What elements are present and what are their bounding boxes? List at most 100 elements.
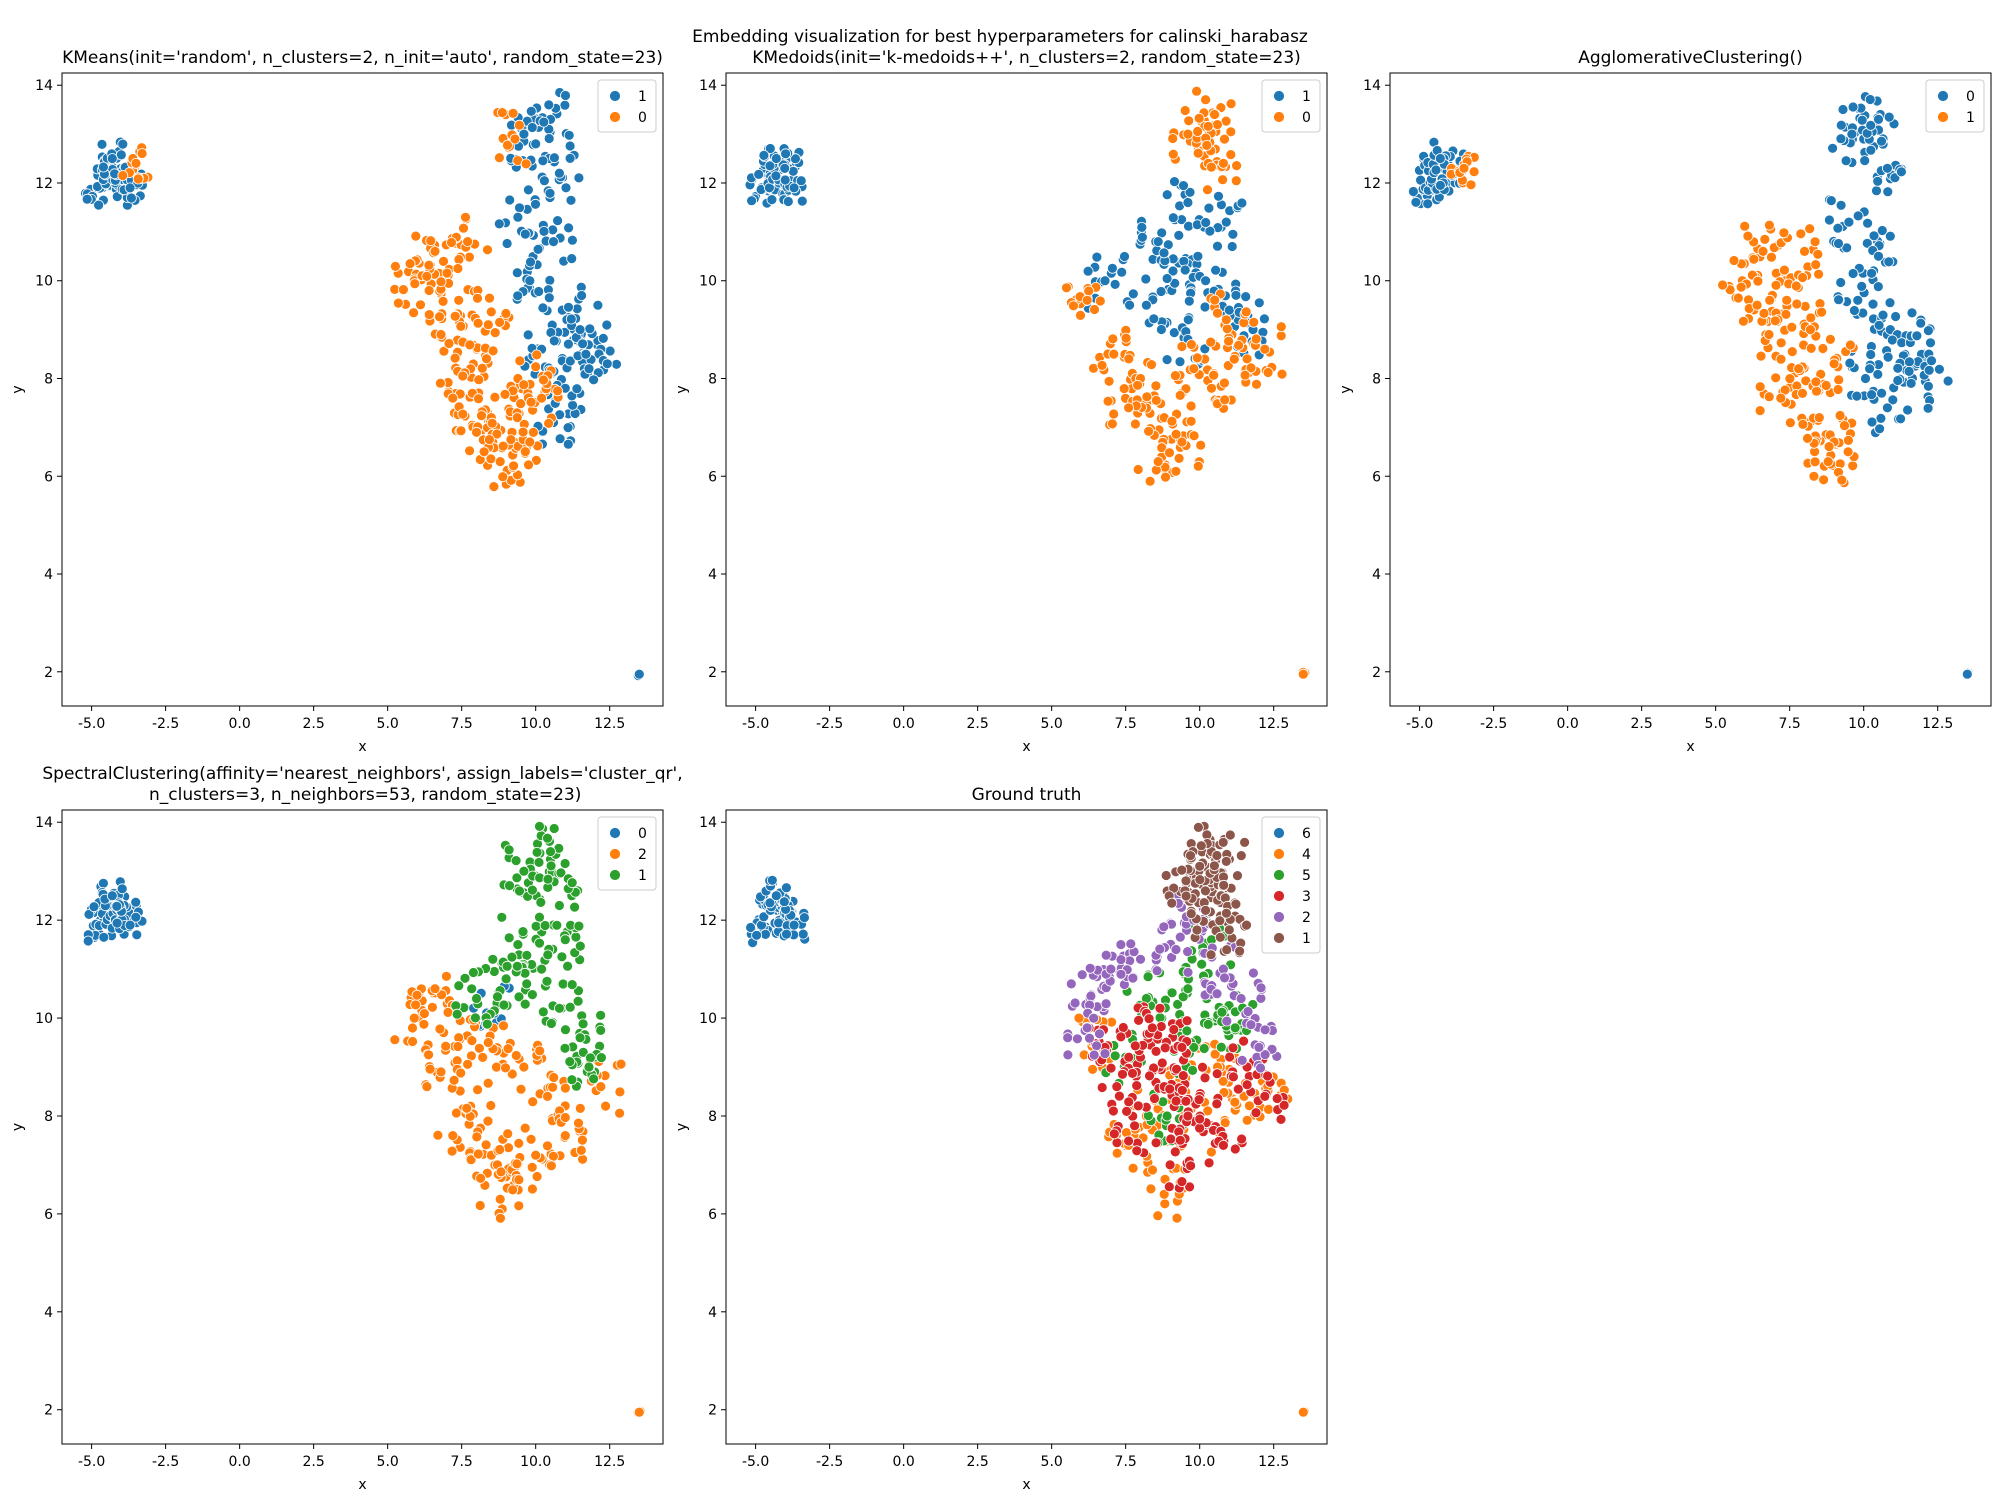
data-point (448, 1074, 460, 1086)
data-point (98, 161, 109, 173)
data-point (1259, 313, 1270, 325)
data-point (505, 434, 517, 446)
data-point (1123, 353, 1135, 365)
data-point (1799, 245, 1810, 257)
data-point (548, 823, 560, 834)
data-point (1182, 967, 1194, 978)
data-point (548, 236, 559, 248)
data-point (98, 877, 109, 889)
data-point (564, 1056, 576, 1067)
data-point (1144, 475, 1156, 487)
data-point (1843, 434, 1854, 446)
data-point (1867, 298, 1879, 310)
data-point (533, 857, 545, 868)
x-tick-label: -5.0 (78, 1454, 105, 1470)
chart-panel-2: KMedoids(init='k-medoids++', n_clusters=… (674, 48, 1328, 755)
data-point (1131, 1080, 1143, 1091)
data-point (1223, 335, 1234, 347)
data-point (557, 978, 569, 990)
data-point (1859, 155, 1871, 167)
data-point (1130, 418, 1141, 430)
data-point (117, 170, 129, 181)
data-point (1786, 321, 1798, 333)
legend-label: 3 (1302, 889, 1311, 905)
legend-label: 1 (1302, 89, 1311, 105)
data-point (1182, 1110, 1194, 1122)
data-point (1764, 219, 1775, 231)
data-point (1212, 119, 1223, 130)
data-point (766, 874, 778, 886)
data-point (559, 1042, 571, 1054)
data-point (1140, 273, 1152, 285)
data-point (449, 310, 461, 322)
x-tick-label: 0.0 (229, 716, 251, 732)
data-point (1156, 442, 1168, 454)
data-point (1865, 144, 1877, 156)
data-point (1797, 387, 1808, 399)
data-point (1276, 368, 1288, 380)
data-point (411, 989, 423, 1001)
points-layer (80, 87, 646, 681)
data-point (407, 1036, 419, 1047)
data-point (130, 911, 142, 923)
data-point (1882, 186, 1894, 198)
data-point (1219, 1117, 1231, 1129)
data-point (1849, 305, 1860, 316)
data-point (1149, 1093, 1160, 1104)
y-tick-label: 4 (708, 1305, 717, 1321)
data-point (491, 1061, 502, 1073)
data-point (517, 426, 529, 438)
data-point (1732, 292, 1744, 304)
data-point (1062, 1049, 1074, 1061)
data-point (552, 385, 563, 397)
data-point (1100, 949, 1112, 961)
data-point (604, 345, 616, 357)
data-point (534, 821, 545, 832)
data-point (543, 417, 554, 429)
data-point (1191, 85, 1202, 97)
data-point (124, 182, 136, 194)
legend-marker (1937, 90, 1949, 102)
data-point (1833, 238, 1844, 249)
data-point (1088, 1049, 1100, 1061)
data-point (1410, 196, 1422, 208)
data-point (1202, 120, 1214, 132)
data-point (421, 270, 433, 282)
data-point (1895, 413, 1906, 425)
data-point (1152, 236, 1164, 248)
data-point (1785, 417, 1796, 429)
data-point (474, 1200, 486, 1211)
y-tick-label: 8 (708, 372, 717, 388)
data-point (770, 170, 782, 182)
data-point (1828, 358, 1840, 370)
data-point (408, 307, 420, 319)
data-point (446, 237, 457, 248)
data-point (1094, 295, 1106, 307)
data-point (1123, 1051, 1135, 1063)
data-point (1259, 1091, 1271, 1102)
data-point (1754, 381, 1766, 393)
data-point (429, 245, 441, 257)
data-point (1219, 394, 1231, 406)
data-point (1196, 958, 1208, 970)
data-point (1934, 363, 1945, 375)
data-point (542, 949, 554, 961)
data-point (1147, 1164, 1158, 1176)
y-tick-label: 12 (35, 913, 53, 929)
data-point (1245, 362, 1257, 374)
data-point (1167, 133, 1179, 144)
data-point (1250, 1107, 1262, 1119)
data-point (1170, 465, 1182, 477)
data-point (492, 991, 503, 1003)
data-point (404, 258, 416, 270)
data-point (799, 912, 810, 923)
data-point (797, 928, 809, 940)
data-point (1205, 949, 1217, 961)
data-point (510, 1050, 522, 1061)
data-point (1755, 350, 1767, 362)
data-point (509, 133, 521, 145)
y-tick-label: 12 (699, 913, 717, 929)
data-point (1206, 382, 1217, 394)
data-point (1896, 166, 1907, 178)
data-point (1193, 1094, 1205, 1105)
